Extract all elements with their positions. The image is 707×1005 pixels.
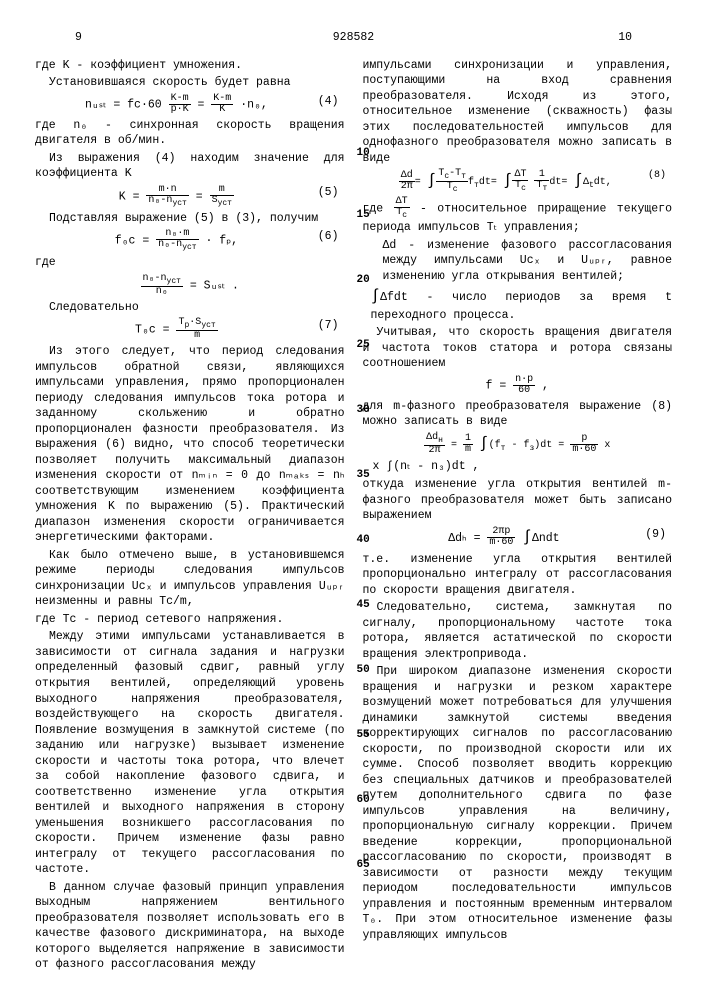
text: где n₀ - синхронная скорость вращения дв… (35, 118, 345, 149)
text: При широком диапазоне изменения скорости… (363, 664, 673, 943)
text: т.е. изменение угла открытия вентилей пр… (363, 552, 673, 599)
right-column: импульсами синхронизации и управления, п… (363, 58, 673, 975)
equation-4: nᵤₛₜ = fᴄ·60 K-mp·K = K-mK ·n₀, (4) (35, 94, 345, 115)
text: где K - коэффициент умножения. (35, 58, 345, 74)
page-number-right: 10 (618, 30, 632, 46)
text: Учитывая, что скорость вращения двигател… (363, 325, 673, 372)
text: где ΔTTc - относительное приращение теку… (363, 197, 673, 236)
text: импульсами синхронизации и управления, п… (363, 58, 673, 167)
document-number: 928582 (333, 30, 374, 46)
text: Следовательно, система, замкнутая по сиг… (363, 600, 673, 662)
text: В данном случае фазовый принцип управлен… (35, 880, 345, 973)
equation-7: T₀ᴄ = Tp·Sустm (7) (35, 318, 345, 341)
text: откуда изменение угла открытия вентилей … (363, 477, 673, 524)
equation-mid2: x ∫(nₜ - n₃)dt , (363, 459, 673, 475)
equation-6: f₀ᴄ = n₀·mn₀-nуст · fₚ, (6) (35, 229, 345, 252)
text: Подставляя выражение (5) в (3), получим (35, 211, 345, 227)
text: Между этими импульсами устанавливается в… (35, 629, 345, 877)
equation-9: Δdₕ = 2πpm·60 ∫Δndt (9) (363, 527, 673, 549)
text: Из этого следует, что период следования … (35, 344, 345, 546)
text: где (35, 255, 345, 271)
text: Из выражения (4) находим значение для ко… (35, 151, 345, 182)
text: где Tᴄ - период сетевого напряжения. (35, 612, 345, 628)
equation-8: Δd2π= ∫Tc-TтTcfтdt= ∫ΔTTc 1Tтdt= ∫Δtdt, … (363, 169, 673, 194)
equation-s: n₀-nустn₀ = Sᵤₛₜ . (35, 274, 345, 297)
text: Δd - изменение фазового рассогласования … (363, 238, 673, 285)
left-column: 10 15 20 25 30 35 40 45 50 55 60 65 где … (35, 58, 345, 975)
text: ∫∫ΔfdtΔfdt - число периодов за время t п… (363, 286, 673, 323)
equation-f: f = n·p60 , (363, 375, 673, 396)
text: Как было отмечено выше, в установившемся… (35, 548, 345, 610)
text: Установившаяся скорость будет равна (35, 75, 345, 91)
page-number-left: 9 (75, 30, 82, 46)
text: Следовательно (35, 300, 345, 316)
text: для m-фазного преобразователя выражение … (363, 399, 673, 430)
equation-5: K = m·nn₀-nуст = mSуст (5) (35, 185, 345, 208)
equation-mid: Δdн2π = 1m ∫(fт - fз)dt = pm·60 x (363, 433, 673, 456)
